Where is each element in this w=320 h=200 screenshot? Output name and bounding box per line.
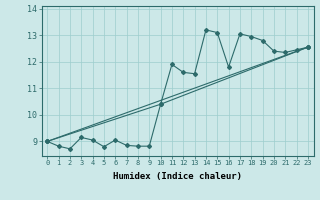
X-axis label: Humidex (Indice chaleur): Humidex (Indice chaleur) bbox=[113, 172, 242, 181]
